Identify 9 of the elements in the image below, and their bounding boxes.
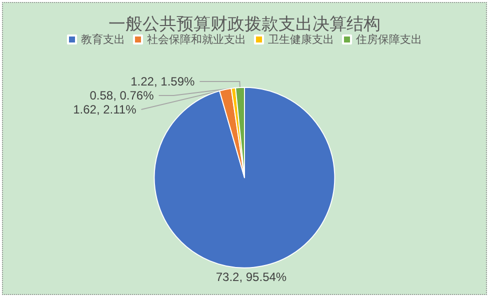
data-label: 0.58, 0.76% bbox=[90, 88, 154, 103]
data-label: 73.2, 95.54% bbox=[216, 270, 287, 284]
legend-label: 社会保障和就业支出 bbox=[147, 33, 246, 46]
chart-title: 一般公共预算财政拨款支出决算结构 bbox=[108, 14, 380, 34]
legend-label: 教育支出 bbox=[81, 33, 125, 46]
data-label: 1.22, 1.59% bbox=[130, 74, 196, 89]
legend-label: 卫生健康支出 bbox=[268, 33, 334, 46]
legend-label: 住房保障支出 bbox=[356, 33, 422, 46]
data-label: 1.62, 2.11% bbox=[73, 102, 137, 117]
